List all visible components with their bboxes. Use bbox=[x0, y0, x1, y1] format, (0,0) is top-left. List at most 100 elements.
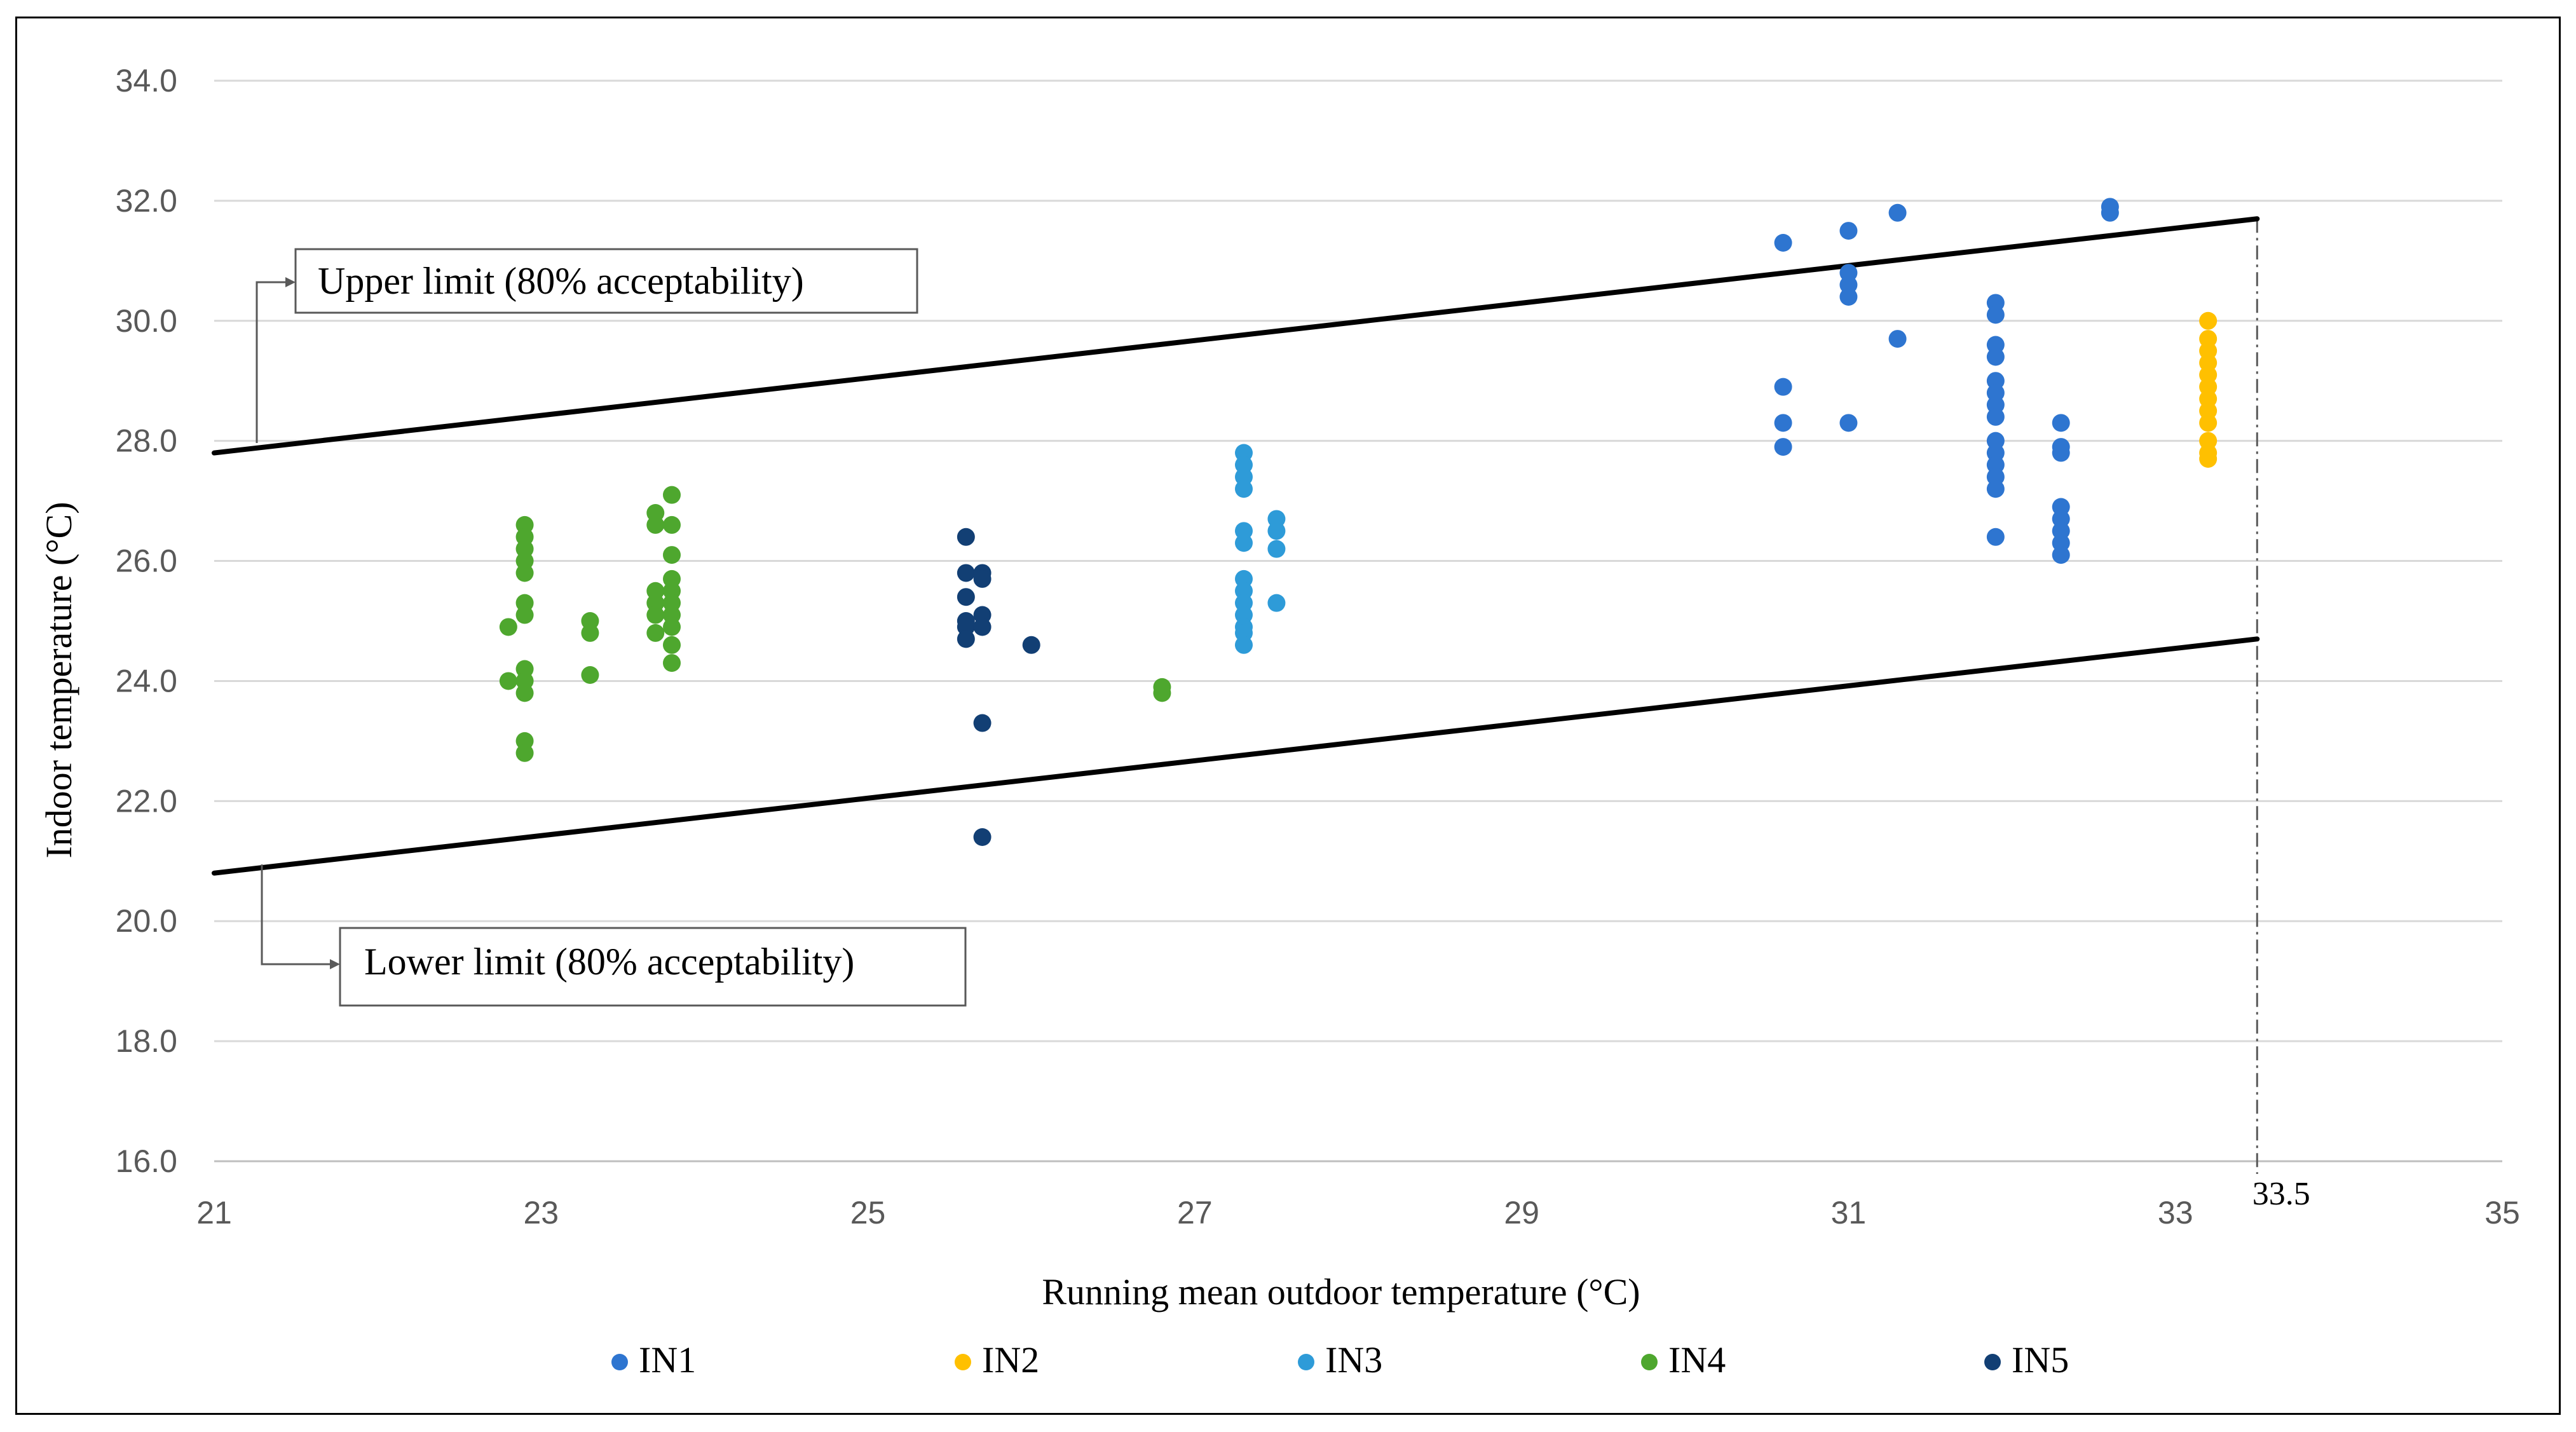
data-point-in3 bbox=[1267, 522, 1286, 540]
data-point-in2 bbox=[2199, 311, 2218, 330]
data-point-in4 bbox=[515, 564, 534, 582]
reference-line-group: 33.5 bbox=[2252, 219, 2310, 1212]
limit-lines bbox=[212, 216, 2260, 876]
data-point-in1 bbox=[2101, 203, 2119, 222]
reference-line-label: 33.5 bbox=[2252, 1176, 2310, 1212]
callout-label: Upper limit (80% acceptability) bbox=[318, 260, 804, 302]
y-tick-label: 18.0 bbox=[116, 1023, 177, 1059]
x-tick-label: 23 bbox=[523, 1195, 559, 1231]
x-tick-label: 29 bbox=[1504, 1195, 1539, 1231]
y-tick-label: 34.0 bbox=[116, 63, 177, 99]
data-point-in5 bbox=[957, 630, 975, 648]
annotation-callouts: Upper limit (80% acceptability) Lower lim… bbox=[256, 248, 967, 1007]
legend: IN1 IN2 IN3 IN4 IN5 bbox=[611, 1339, 2069, 1381]
data-point-in3 bbox=[1235, 534, 1253, 552]
callout-label: Lower limit (80% acceptability) bbox=[364, 941, 854, 983]
legend-marker-in2 bbox=[955, 1354, 971, 1370]
data-point-in2 bbox=[2199, 450, 2218, 468]
x-tick-label: 25 bbox=[850, 1195, 886, 1231]
data-point-in1 bbox=[1986, 407, 2005, 426]
data-point-in5 bbox=[957, 528, 975, 546]
gridlines bbox=[214, 79, 2502, 1163]
data-point-in1 bbox=[1888, 330, 1907, 348]
data-point-in4 bbox=[515, 606, 534, 624]
data-point-in3 bbox=[1267, 540, 1286, 558]
data-point-in4 bbox=[581, 624, 599, 642]
data-point-in4 bbox=[663, 515, 681, 534]
callout-box bbox=[294, 248, 918, 314]
legend-label-in4: IN4 bbox=[1668, 1339, 1726, 1381]
data-point-in1 bbox=[1774, 414, 1792, 432]
legend-marker-in3 bbox=[1298, 1354, 1314, 1370]
x-axis-ticks: 21 23 25 27 29 31 33 35 bbox=[196, 1195, 2520, 1231]
data-point-in3 bbox=[1235, 480, 1253, 498]
x-tick-label: 35 bbox=[2484, 1195, 2520, 1231]
data-point-in4 bbox=[646, 606, 665, 624]
data-point-in1 bbox=[1839, 288, 1858, 306]
data-point-in1 bbox=[1986, 348, 2005, 366]
data-point-in5 bbox=[1022, 636, 1040, 654]
data-point-in5 bbox=[973, 828, 992, 846]
y-tick-label: 32.0 bbox=[116, 183, 177, 219]
y-tick-label: 24.0 bbox=[116, 663, 177, 699]
y-tick-label: 26.0 bbox=[116, 543, 177, 579]
y-tick-label: 22.0 bbox=[116, 783, 177, 819]
data-point-in1 bbox=[1986, 480, 2005, 498]
data-point-in5 bbox=[973, 618, 992, 636]
x-tick-label: 27 bbox=[1177, 1195, 1213, 1231]
callout-connector bbox=[261, 864, 331, 965]
data-point-in1 bbox=[1774, 438, 1792, 456]
data-point-in4 bbox=[663, 546, 681, 564]
data-point-in4 bbox=[646, 515, 665, 534]
data-point-in4 bbox=[646, 624, 665, 642]
x-tick-label: 31 bbox=[1831, 1195, 1867, 1231]
y-tick-label: 30.0 bbox=[116, 303, 177, 339]
data-point-in1 bbox=[1839, 222, 1858, 240]
data-point-in1 bbox=[2052, 444, 2070, 462]
x-tick-label: 33 bbox=[2158, 1195, 2193, 1231]
data-point-in1 bbox=[2052, 546, 2070, 564]
x-tick-label: 21 bbox=[196, 1195, 232, 1231]
data-point-in5 bbox=[957, 588, 975, 606]
data-point-in4 bbox=[499, 672, 517, 690]
x-axis-title: Running mean outdoor temperature (°C) bbox=[1042, 1271, 1640, 1313]
data-point-in1 bbox=[1774, 378, 1792, 396]
callout-connector bbox=[256, 281, 287, 443]
data-points bbox=[499, 198, 2218, 846]
data-point-in2 bbox=[2199, 414, 2218, 432]
y-tick-label: 20.0 bbox=[116, 903, 177, 939]
data-point-in1 bbox=[2052, 414, 2070, 432]
lower-limit-line bbox=[212, 636, 2260, 876]
data-point-in4 bbox=[1153, 684, 1171, 702]
legend-label-in3: IN3 bbox=[1325, 1339, 1382, 1381]
data-point-in1 bbox=[1888, 203, 1907, 222]
data-point-in5 bbox=[973, 714, 992, 732]
data-point-in4 bbox=[581, 666, 599, 684]
data-point-in4 bbox=[515, 684, 534, 702]
data-point-in3 bbox=[1267, 594, 1286, 612]
y-axis-title: Indoor temperature (°C) bbox=[38, 501, 79, 858]
callout-box bbox=[339, 927, 967, 1007]
data-point-in1 bbox=[1774, 234, 1792, 252]
data-point-in4 bbox=[663, 636, 681, 654]
callout-arrowhead bbox=[285, 277, 296, 287]
data-point-in1 bbox=[1986, 306, 2005, 324]
y-tick-label: 16.0 bbox=[116, 1143, 177, 1179]
y-axis-ticks: 16.0 18.0 20.0 22.0 24.0 26.0 28.0 30.0 32.0 34.0 bbox=[116, 63, 177, 1179]
data-point-in4 bbox=[515, 744, 534, 762]
data-point-in3 bbox=[1235, 636, 1253, 654]
data-point-in5 bbox=[973, 569, 992, 588]
callout-arrowhead bbox=[330, 959, 340, 969]
y-tick-label: 28.0 bbox=[116, 423, 177, 459]
data-point-in4 bbox=[499, 618, 517, 636]
legend-marker-in4 bbox=[1641, 1354, 1658, 1370]
data-point-in4 bbox=[663, 486, 681, 504]
upper-limit-line bbox=[212, 216, 2260, 456]
legend-marker-in1 bbox=[611, 1354, 628, 1370]
legend-label-in2: IN2 bbox=[982, 1339, 1039, 1381]
data-point-in5 bbox=[957, 564, 975, 582]
legend-label-in5: IN5 bbox=[2012, 1339, 2069, 1381]
data-point-in4 bbox=[663, 654, 681, 672]
legend-label-in1: IN1 bbox=[639, 1339, 696, 1381]
